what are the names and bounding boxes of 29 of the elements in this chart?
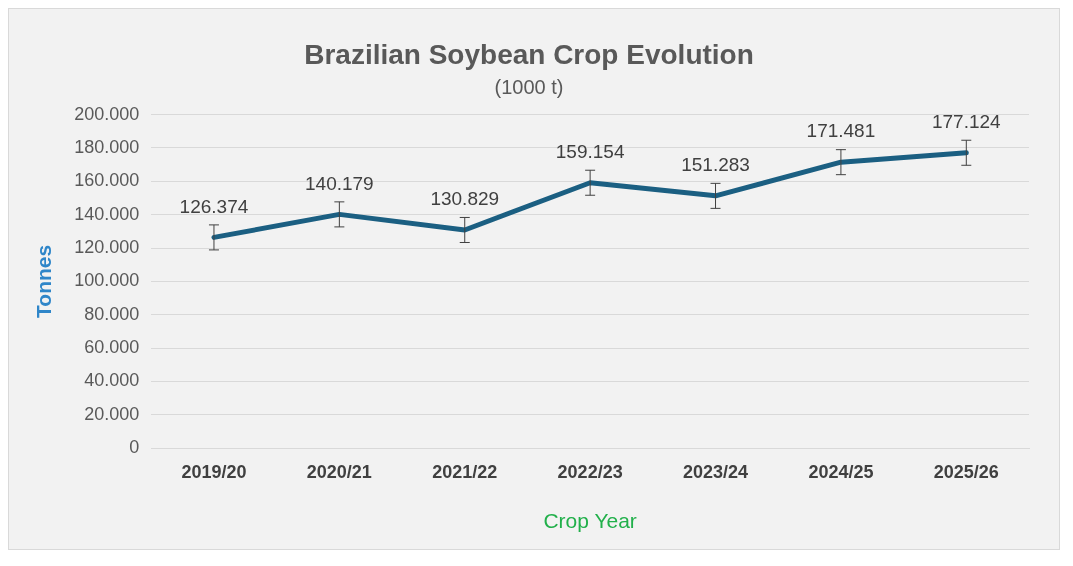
- y-axis-title: Tonnes: [32, 244, 56, 318]
- y-tick-label: 160.000: [74, 170, 140, 191]
- data-label: 159.154: [555, 140, 625, 162]
- data-label: 177.124: [931, 110, 1002, 132]
- y-tick-label: 120.000: [74, 237, 140, 258]
- y-tick-label: 100.000: [74, 270, 140, 291]
- x-tick-label: 2022/23: [557, 461, 623, 482]
- y-tick-label: 40.000: [84, 370, 140, 391]
- chart-title: Brazilian Soybean Crop Evolution: [304, 38, 754, 70]
- y-tick-label: 200.000: [74, 103, 140, 124]
- x-tick-label: 2025/26: [933, 461, 999, 482]
- y-tick-label: 0: [129, 437, 140, 458]
- y-tick-label: 80.000: [84, 303, 140, 324]
- data-label: 151.283: [681, 154, 750, 176]
- data-label: 130.829: [430, 188, 500, 210]
- y-tick-label: 140.000: [74, 203, 140, 224]
- x-tick-label: 2023/24: [682, 461, 749, 482]
- y-tick-label: 20.000: [84, 403, 140, 424]
- x-tick-label: 2024/25: [808, 461, 874, 482]
- x-axis-title: Crop Year: [543, 509, 637, 533]
- x-tick-label: 2021/22: [432, 461, 498, 482]
- data-label: 140.179: [305, 172, 374, 194]
- y-tick-label: 60.000: [84, 337, 140, 358]
- x-tick-label: 2020/21: [306, 461, 372, 482]
- data-label: 171.481: [806, 120, 876, 142]
- data-label: 126.374: [179, 195, 249, 217]
- chart-subtitle: (1000 t): [494, 76, 564, 99]
- x-tick-label: 2019/20: [181, 461, 247, 482]
- y-tick-label: 180.000: [74, 136, 140, 157]
